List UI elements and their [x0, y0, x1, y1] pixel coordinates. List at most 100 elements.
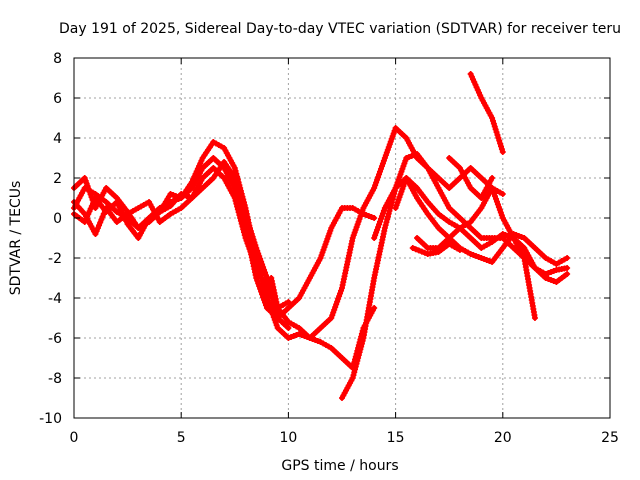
- y-tick-label: -2: [48, 251, 62, 267]
- series-track-1: [71, 139, 378, 371]
- data-point: [385, 210, 392, 217]
- data-point: [371, 305, 378, 311]
- data-point: [243, 213, 250, 220]
- data-point: [354, 357, 361, 364]
- data-point: [493, 129, 500, 136]
- y-tick-label: 4: [53, 131, 62, 147]
- data-point: [489, 175, 496, 181]
- data-point: [359, 337, 366, 344]
- data-point: [491, 123, 498, 130]
- data-point: [231, 165, 238, 171]
- data-point: [564, 271, 571, 277]
- data-series: [71, 71, 571, 401]
- data-point: [251, 239, 258, 246]
- data-point: [490, 120, 497, 127]
- data-point: [273, 312, 280, 319]
- data-point: [235, 209, 242, 216]
- data-point: [384, 216, 391, 223]
- data-point: [234, 203, 241, 210]
- data-point: [231, 195, 238, 201]
- data-point: [246, 222, 253, 229]
- data-point: [98, 216, 105, 223]
- data-point: [383, 219, 390, 226]
- data-point: [235, 186, 242, 193]
- data-point: [489, 117, 496, 124]
- data-point: [248, 230, 255, 237]
- chart-title: Day 191 of 2025, Sidereal Day-to-day VTE…: [59, 21, 621, 37]
- data-point: [409, 245, 416, 251]
- data-point: [371, 215, 378, 221]
- data-point: [351, 369, 358, 376]
- data-point: [237, 215, 244, 221]
- data-point: [236, 191, 243, 198]
- data-point: [240, 202, 247, 209]
- data-point: [285, 325, 292, 331]
- data-point: [350, 372, 357, 379]
- series-track-12: [409, 241, 463, 257]
- grid: [74, 58, 610, 418]
- data-point: [97, 219, 104, 226]
- data-point: [247, 228, 254, 234]
- data-point: [489, 115, 496, 121]
- data-point: [494, 132, 501, 138]
- data-point: [239, 223, 246, 230]
- data-point: [386, 207, 393, 214]
- data-point: [235, 188, 242, 195]
- data-point: [234, 183, 241, 190]
- x-axis: 0 5 10 15 20 25: [70, 58, 619, 446]
- data-point: [499, 191, 506, 197]
- data-point: [233, 200, 240, 207]
- data-point: [236, 212, 243, 219]
- data-point: [531, 315, 538, 321]
- data-point: [495, 134, 502, 141]
- series-track-10: [467, 71, 506, 155]
- data-point: [241, 232, 248, 239]
- data-point: [239, 199, 246, 206]
- data-point: [496, 137, 503, 144]
- data-point: [285, 299, 292, 305]
- y-tick-label: -4: [48, 291, 62, 307]
- data-point: [418, 248, 425, 255]
- data-point: [94, 225, 101, 232]
- data-point: [357, 346, 364, 353]
- data-point: [352, 366, 359, 373]
- data-point: [99, 213, 106, 220]
- data-point: [381, 225, 388, 231]
- data-point: [358, 343, 365, 350]
- data-point: [232, 167, 239, 174]
- data-point: [421, 249, 428, 256]
- x-tick-label: 20: [494, 430, 512, 446]
- data-point: [497, 140, 504, 147]
- data-point: [355, 355, 362, 361]
- data-point: [241, 208, 248, 215]
- y-axis: 8 6 4 2 0 -2 -4 -6 -8 -10: [39, 51, 610, 427]
- x-tick-label: 5: [177, 430, 186, 446]
- x-tick-label: 15: [387, 430, 405, 446]
- data-point: [353, 360, 360, 367]
- series-track-4: [71, 159, 292, 331]
- data-point: [246, 225, 253, 232]
- y-tick-label: -10: [39, 411, 62, 427]
- data-point: [498, 146, 505, 153]
- data-point: [234, 206, 241, 213]
- data-point: [242, 211, 249, 217]
- y-tick-label: 0: [53, 211, 62, 227]
- y-axis-title: SDTVAR / TECUs: [8, 181, 24, 296]
- y-tick-label: 6: [53, 91, 62, 107]
- data-point: [240, 205, 247, 212]
- data-point: [349, 375, 356, 381]
- data-point: [96, 222, 103, 229]
- y-tick-label: 2: [53, 171, 62, 187]
- data-point: [237, 194, 244, 201]
- data-point: [245, 219, 252, 226]
- y-tick-label: -8: [48, 371, 62, 387]
- data-point: [499, 149, 506, 155]
- data-point: [231, 175, 238, 181]
- data-point: [498, 143, 505, 150]
- data-point: [237, 217, 244, 224]
- x-tick-label: 10: [279, 430, 297, 446]
- series-track-11: [446, 155, 496, 201]
- data-point: [358, 340, 365, 347]
- data-point: [564, 255, 571, 261]
